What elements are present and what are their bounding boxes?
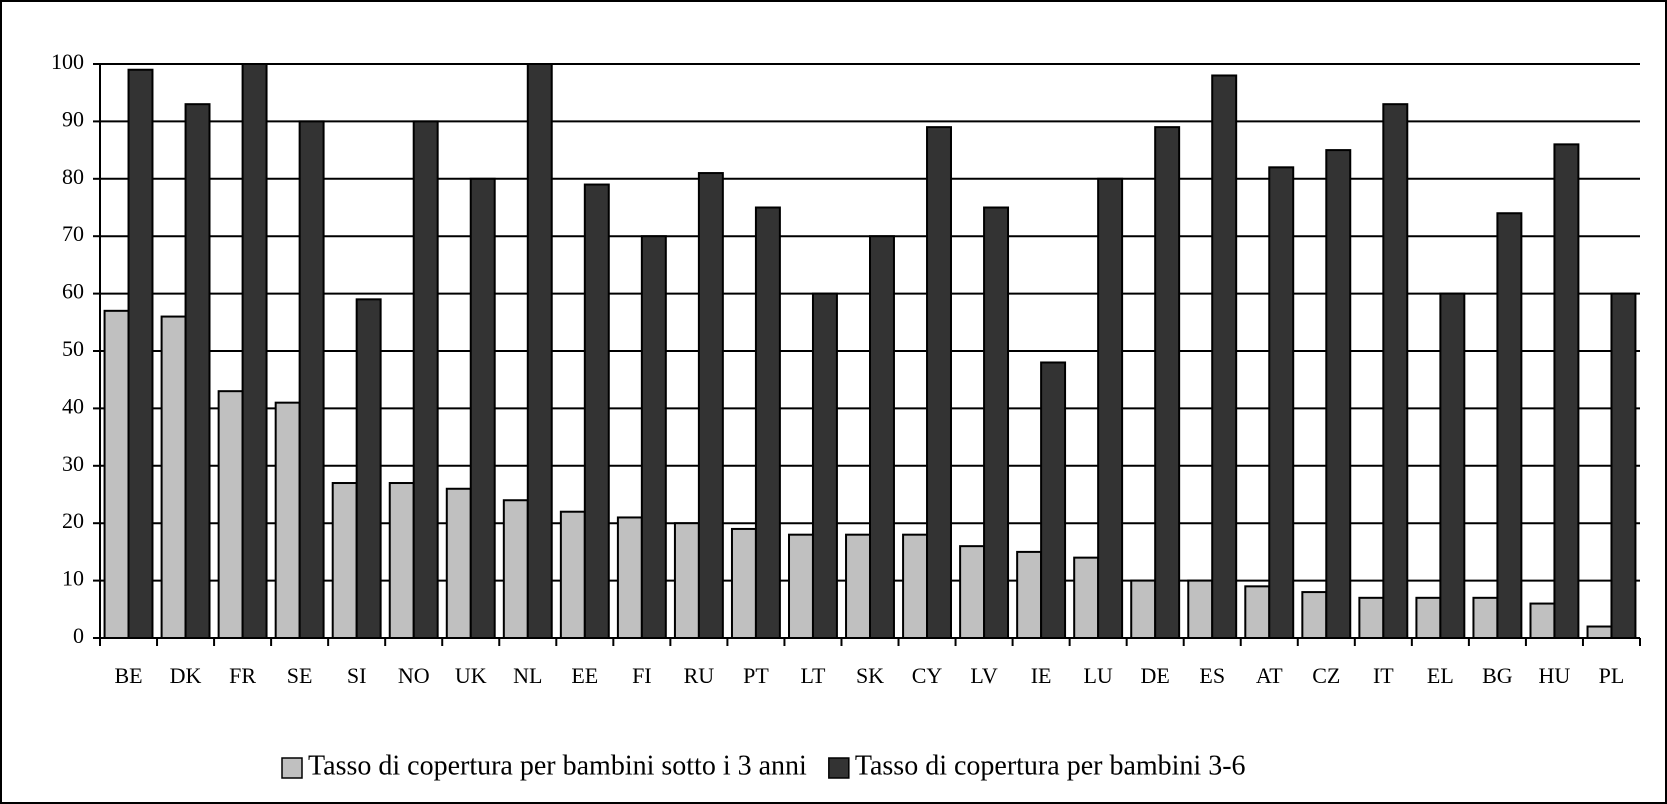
bar: [697, 172, 724, 639]
x-tick-label: NO: [398, 663, 430, 688]
x-tick-label: EE: [571, 663, 598, 688]
y-tick-label: 80: [62, 164, 84, 189]
x-tick-label: CY: [912, 663, 943, 688]
bar: [298, 120, 325, 639]
bar: [160, 315, 187, 639]
y-tick-label: 10: [62, 566, 84, 591]
x-tick-label: IT: [1373, 663, 1394, 688]
bar: [1211, 74, 1238, 640]
bar: [788, 533, 814, 639]
bar: [184, 103, 211, 640]
bar: [1529, 602, 1556, 639]
bar: [1154, 126, 1181, 639]
bar: [1130, 579, 1157, 639]
bar: [469, 177, 496, 640]
x-tick-label: RU: [684, 663, 715, 688]
bar: [1301, 591, 1328, 640]
legend-label: Tasso di copertura per bambini 3-6: [855, 750, 1246, 781]
x-tick-label: EL: [1427, 663, 1454, 688]
bar: [983, 206, 1010, 639]
bar: [959, 545, 986, 639]
bar: [640, 235, 667, 639]
bar: [1187, 579, 1214, 639]
bar: [388, 482, 415, 639]
y-tick-label: 100: [51, 49, 84, 74]
bar: [1097, 177, 1124, 640]
bar: [355, 298, 382, 639]
bar: [1073, 556, 1100, 640]
bar: [1472, 596, 1499, 640]
bar: [1382, 103, 1409, 640]
y-tick-label: 40: [62, 393, 84, 418]
bar: [673, 522, 700, 640]
bar: [127, 68, 154, 640]
bar: [445, 487, 472, 640]
x-tick-label: AT: [1256, 663, 1283, 688]
bar: [331, 482, 358, 639]
x-tick-label: PT: [743, 663, 769, 688]
x-tick-label: UK: [455, 663, 487, 688]
bar: [1610, 292, 1637, 639]
y-tick-label: 0: [73, 623, 84, 648]
bar: [811, 292, 838, 639]
bar: [583, 183, 610, 639]
x-tick-label: ES: [1199, 663, 1225, 688]
legend-label: Tasso di copertura per bambini sotto i 3…: [308, 750, 807, 781]
y-tick-label: 60: [62, 279, 84, 304]
bar: [559, 510, 586, 639]
y-tick-label: 70: [62, 221, 84, 246]
x-tick-label: LU: [1083, 663, 1112, 688]
x-tick-label: HU: [1539, 663, 1571, 688]
bar: [1553, 143, 1580, 640]
bar: [217, 390, 244, 639]
legend-swatch: [828, 757, 850, 779]
y-tick-label: 20: [62, 508, 84, 533]
bar: [1325, 149, 1352, 639]
bar: [869, 235, 895, 639]
bar: [1268, 166, 1295, 639]
x-tick-label: DK: [170, 663, 202, 688]
bar: [103, 309, 130, 639]
bar: [730, 527, 757, 639]
x-tick-label: PL: [1599, 663, 1625, 688]
x-tick-label: IE: [1031, 663, 1052, 688]
x-tick-label: FI: [632, 663, 652, 688]
x-tick-label: BG: [1482, 663, 1513, 688]
x-tick-label: FR: [229, 663, 256, 688]
x-tick-label: LT: [801, 663, 826, 688]
legend: Tasso di copertura per bambini sotto i 3…: [281, 750, 1246, 781]
bar: [1040, 361, 1067, 639]
x-tick-label: LV: [970, 663, 997, 688]
bar: [902, 533, 929, 639]
x-tick-label: SE: [287, 663, 313, 688]
bar: [1244, 585, 1271, 640]
bar: [526, 63, 553, 639]
bar: [1586, 625, 1613, 640]
bar: [1439, 292, 1466, 639]
bar: [502, 499, 529, 639]
x-tick-label: CZ: [1312, 663, 1340, 688]
x-tick-label: DE: [1141, 663, 1170, 688]
y-tick-label: 30: [62, 451, 84, 476]
legend-swatch: [281, 757, 303, 779]
bar: [845, 533, 871, 639]
bar: [412, 120, 439, 639]
bar: [1496, 212, 1523, 640]
bar: [1016, 550, 1043, 640]
bar: [241, 63, 268, 639]
x-tick-label: NL: [513, 663, 542, 688]
bar: [926, 126, 952, 639]
y-tick-label: 90: [62, 106, 84, 131]
x-tick-label: BE: [114, 663, 142, 688]
y-tick-label: 50: [62, 336, 84, 361]
bar: [274, 401, 301, 639]
bar: [754, 206, 781, 639]
x-tick-label: SI: [347, 663, 367, 688]
bar: [616, 516, 643, 640]
bar: [1358, 596, 1385, 640]
x-tick-label: SK: [856, 663, 884, 688]
bar: [1415, 596, 1442, 640]
